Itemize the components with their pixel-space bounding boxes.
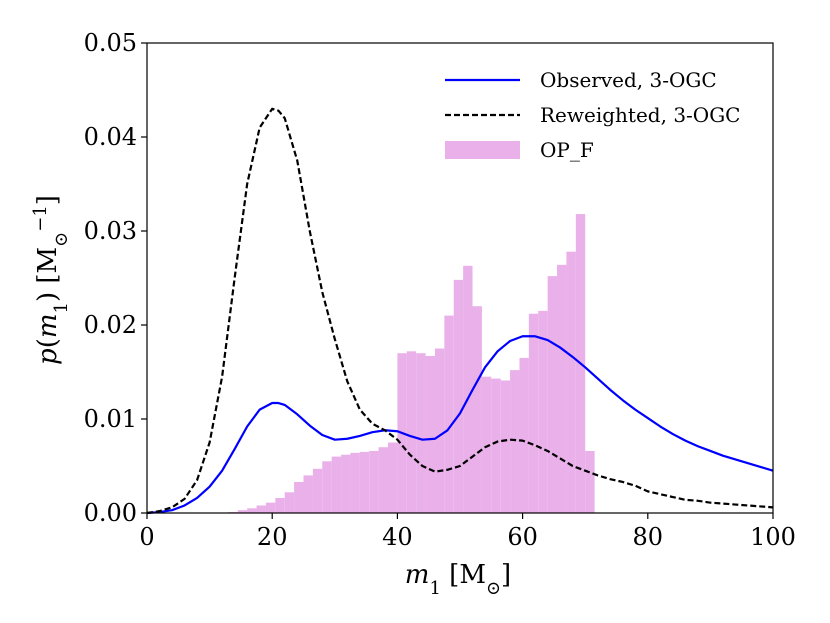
- x-tick-label: 20: [257, 523, 288, 551]
- histogram-bar: [453, 279, 464, 513]
- histogram-bar: [434, 348, 445, 513]
- histogram-bar: [510, 370, 520, 513]
- legend-label: Reweighted, 3-OGC: [540, 103, 740, 127]
- histogram-bar: [322, 461, 332, 513]
- histogram-bar: [425, 356, 435, 513]
- histogram-bar: [491, 378, 501, 513]
- y-axis-label: p(m1) [M⊙−1]: [30, 195, 72, 365]
- histogram-bars: [228, 214, 595, 513]
- histogram-bar: [350, 452, 360, 513]
- histogram-bar: [247, 508, 257, 513]
- axis-ticks: 0 20 40 60 80 100 0.00 0.01 0.02 0.03 0.04 0.05: [84, 29, 796, 551]
- legend-swatch-op-f: [445, 141, 520, 159]
- histogram-bar: [237, 510, 248, 513]
- legend: Observed, 3-OGC Reweighted, 3-OGC OP_F: [445, 68, 740, 162]
- histogram-bar: [547, 276, 558, 513]
- y-tick-label: 0.05: [84, 29, 137, 57]
- x-tick-label: 100: [750, 523, 796, 551]
- histogram-bar: [256, 505, 266, 513]
- histogram-bar: [275, 497, 285, 513]
- y-tick-label: 0.03: [84, 217, 137, 245]
- histogram-bar: [331, 456, 342, 513]
- histogram-bar: [416, 353, 426, 513]
- histogram-bar: [265, 502, 276, 513]
- histogram-bar: [519, 357, 529, 513]
- x-tick-label: 40: [382, 523, 413, 551]
- histogram-bar: [388, 442, 398, 513]
- histogram-bar: [500, 380, 511, 513]
- histogram-bar: [284, 492, 295, 513]
- x-axis-label: m1 [M⊙]: [405, 560, 511, 599]
- legend-label: OP_F: [540, 138, 594, 162]
- histogram-bar: [294, 481, 304, 513]
- histogram-bar: [378, 447, 389, 513]
- histogram-bar: [359, 451, 370, 513]
- histogram-bar: [566, 251, 576, 513]
- histogram-bar: [538, 310, 548, 513]
- series-lines: [146, 107, 774, 515]
- histogram-bar: [444, 315, 454, 513]
- plot-frame: [146, 42, 774, 514]
- legend-label: Observed, 3-OGC: [540, 68, 717, 92]
- y-tick-label: 0.00: [84, 499, 137, 527]
- histogram-bar: [312, 468, 323, 513]
- histogram-bar: [369, 450, 379, 513]
- histogram-bar: [528, 313, 539, 513]
- histogram-bar: [406, 351, 417, 513]
- y-tick-label: 0.01: [84, 405, 137, 433]
- histogram-bar: [303, 475, 313, 513]
- x-tick-label: 60: [507, 523, 538, 551]
- x-tick-label: 80: [633, 523, 664, 551]
- y-tick-label: 0.02: [84, 311, 137, 339]
- histogram-bar: [481, 376, 492, 513]
- x-tick-label: 0: [139, 523, 154, 551]
- histogram-bar: [472, 306, 482, 513]
- histogram-bar: [341, 454, 351, 513]
- y-tick-label: 0.04: [84, 123, 137, 151]
- histogram-bar: [585, 450, 595, 513]
- histogram-bar: [463, 265, 473, 513]
- histogram-bar: [557, 264, 567, 513]
- observed-line: [146, 335, 774, 515]
- reweighted-line: [146, 107, 774, 515]
